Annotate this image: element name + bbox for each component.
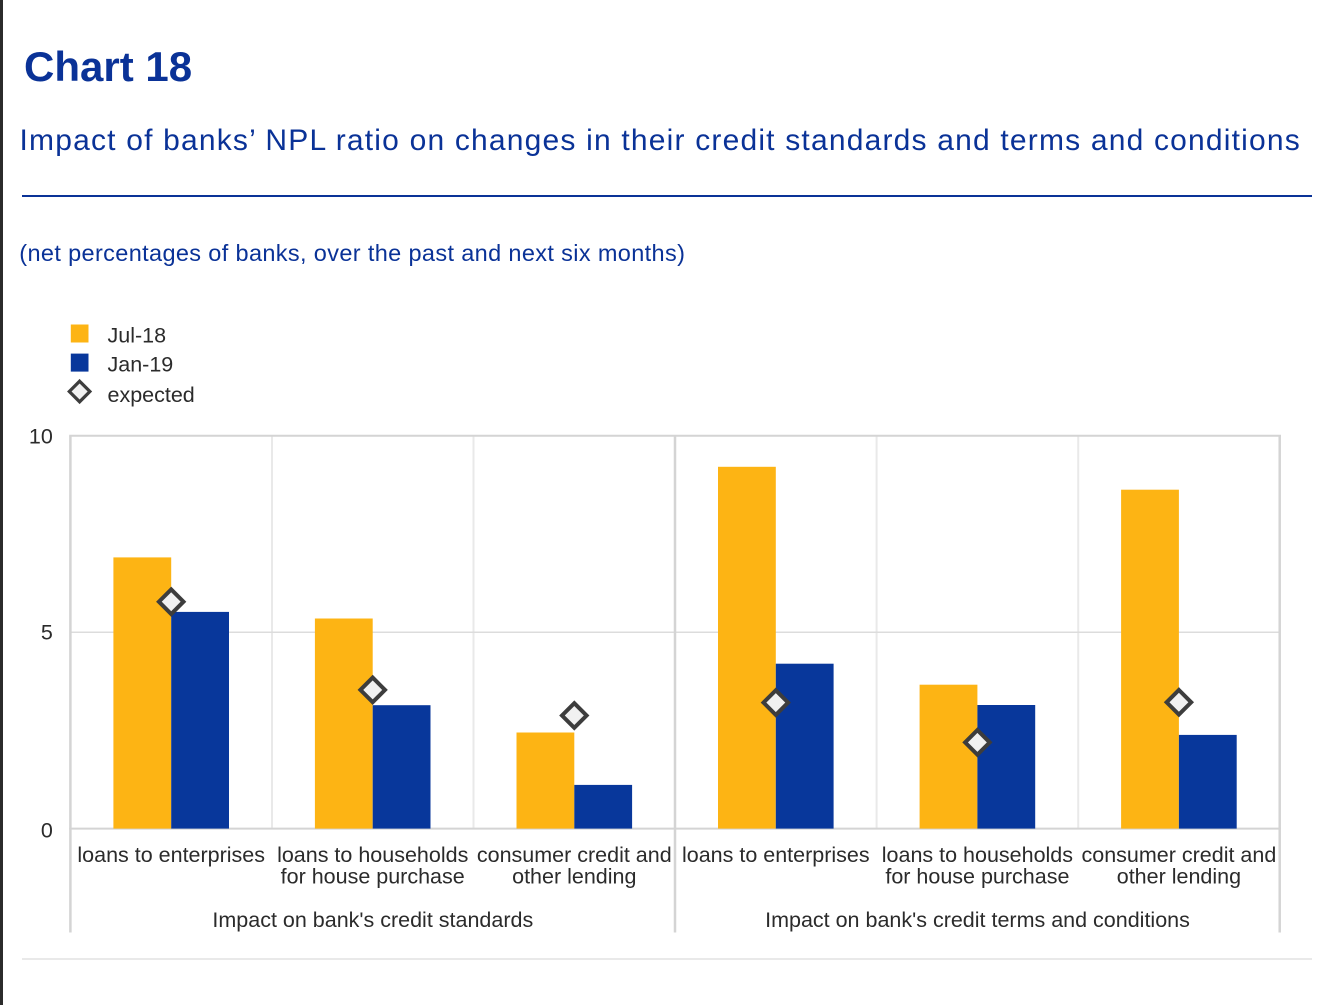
svg-text:Jul-18: Jul-18 (108, 324, 167, 348)
svg-text:0: 0 (41, 818, 53, 842)
svg-text:loans to households: loans to households (277, 843, 468, 867)
svg-text:for house purchase: for house purchase (281, 865, 465, 889)
svg-text:Jan-19: Jan-19 (108, 353, 174, 377)
svg-text:Impact on bank's credit standa: Impact on bank's credit standards (212, 908, 533, 932)
svg-text:loans to households: loans to households (882, 843, 1073, 867)
svg-text:expected: expected (108, 383, 195, 407)
svg-text:Impact on bank's credit terms: Impact on bank's credit terms and condit… (765, 908, 1190, 932)
svg-text:10: 10 (29, 425, 53, 449)
svg-text:loans to enterprises: loans to enterprises (682, 843, 870, 867)
svg-text:other lending: other lending (512, 865, 636, 889)
svg-text:loans to enterprises: loans to enterprises (77, 843, 265, 867)
svg-text:5: 5 (41, 621, 53, 645)
svg-text:other lending: other lending (1117, 865, 1241, 889)
svg-text:consumer credit and: consumer credit and (1082, 843, 1277, 867)
svg-text:for house purchase: for house purchase (885, 865, 1069, 889)
svg-text:consumer credit and: consumer credit and (477, 843, 672, 867)
